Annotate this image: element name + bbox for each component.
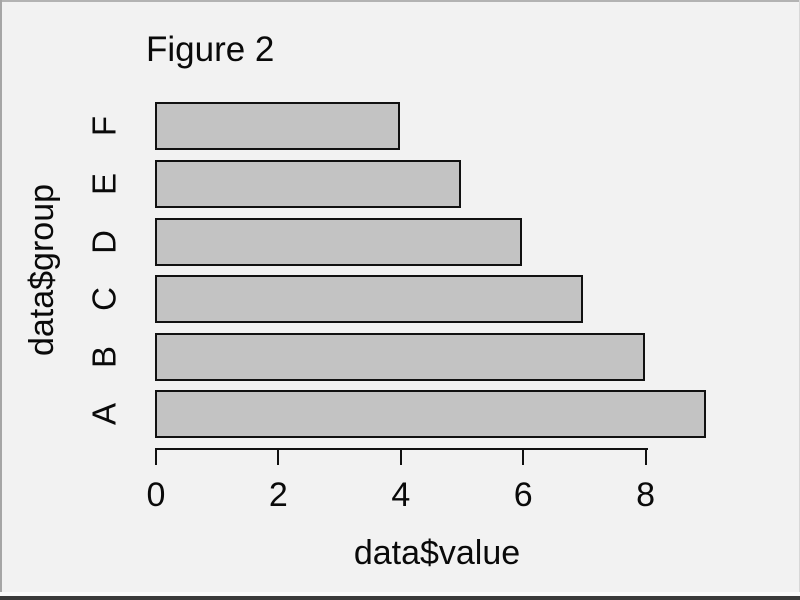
bar-E xyxy=(155,160,461,208)
x-axis-tick-label-8: 8 xyxy=(636,476,656,514)
x-axis-tick-label-4: 4 xyxy=(391,476,411,514)
x-axis-tick-label-6: 6 xyxy=(513,476,533,514)
x-axis-tick-4 xyxy=(399,448,402,465)
bar-F xyxy=(155,102,400,151)
bar-C xyxy=(155,275,584,324)
x-axis-label: data$value xyxy=(353,534,521,572)
bar-A xyxy=(155,390,706,439)
x-axis-tick-0 xyxy=(155,448,157,465)
x-axis-tick-2 xyxy=(277,448,280,465)
category-label-E: E xyxy=(85,172,123,196)
x-axis-tick-6 xyxy=(522,448,525,465)
window-bottom-edge xyxy=(0,596,800,600)
window-border-left xyxy=(0,0,2,600)
category-label-C: C xyxy=(85,287,123,312)
category-label-B: B xyxy=(85,345,123,368)
category-label-D: D xyxy=(85,229,123,254)
x-axis-tick-label-0: 0 xyxy=(146,476,166,514)
chart-title: Figure 2 xyxy=(146,30,275,69)
window-bottom-highlight xyxy=(0,592,800,596)
y-axis-label: data$group xyxy=(23,183,61,357)
window-border-top xyxy=(0,0,800,2)
x-axis-tick-label-2: 2 xyxy=(268,476,288,514)
x-axis-tick-8 xyxy=(644,448,647,465)
category-label-F: F xyxy=(85,116,123,137)
bar-D xyxy=(155,217,523,266)
category-label-A: A xyxy=(85,403,123,426)
bar-B xyxy=(155,332,645,381)
